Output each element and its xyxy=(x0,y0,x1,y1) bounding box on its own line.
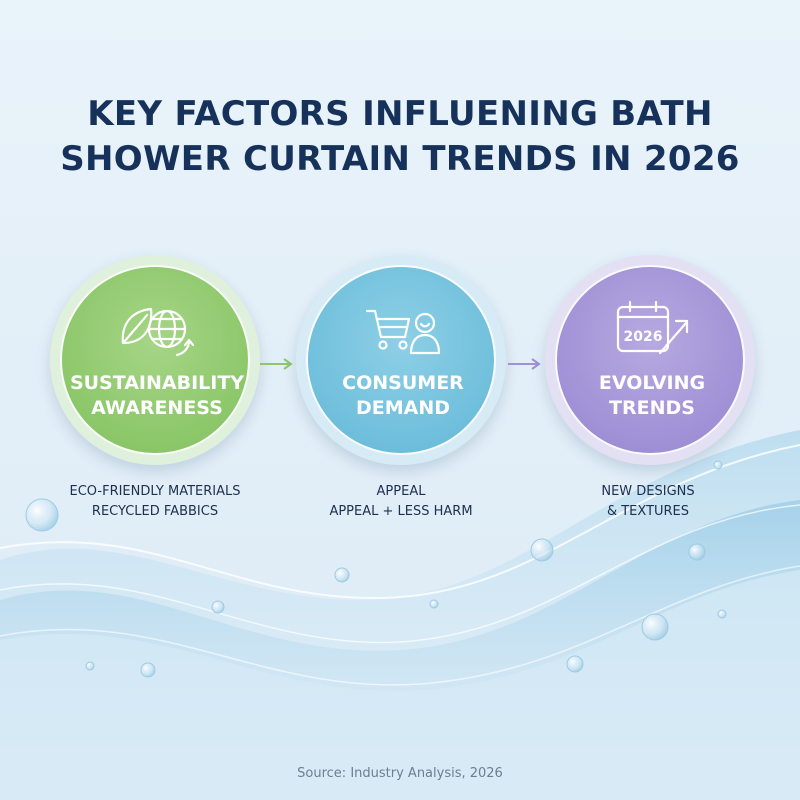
factor-evolving-trends-label: EVOLVING TRENDS xyxy=(598,372,706,419)
leaf-globe-recycle-icon xyxy=(121,307,195,357)
page-title: KEY FACTORS INFLUENING BATH SHOWER CURTA… xyxy=(0,92,800,182)
calendar-trend-icon: 2026 xyxy=(616,300,689,355)
factor-sustainability-disc: SUSTAINABILITY AWARENESS xyxy=(60,265,250,455)
title-line-2: SHOWER CURTAIN TRENDS IN 2026 xyxy=(60,139,740,179)
wave-front xyxy=(0,570,800,800)
factor-evolving-trends-description: NEW DESIGNS & TEXTURES xyxy=(601,484,695,519)
factor-consumer-demand-description: APPEAL APPEAL + LESS HARM xyxy=(329,484,473,519)
calendar-year: 2026 xyxy=(624,329,663,345)
title-line-1: KEY FACTORS INFLUENING BATH xyxy=(87,94,713,134)
factor-sustainability-description: ECO-FRIENDLY MATERIALS RECYCLED FABBICS xyxy=(69,484,241,519)
factor-consumer-demand-disc: CONSUMER DEMAND xyxy=(306,265,496,455)
arrow-right-icon xyxy=(508,358,541,370)
factor-consumer-demand: CONSUMER DEMAND xyxy=(296,255,506,465)
factor-consumer-demand-label: CONSUMER DEMAND xyxy=(342,372,464,419)
bubbles xyxy=(25,460,727,678)
arrow-right-icon xyxy=(260,358,293,370)
factor-sustainability: SUSTAINABILITY AWARENESS xyxy=(50,255,260,465)
factor-sustainability-label: SUSTAINABILITY AWARENESS xyxy=(69,372,245,419)
factor-evolving-trends: 2026 EVOLVING TRENDS xyxy=(545,255,755,465)
cart-person-icon xyxy=(365,309,441,355)
factor-evolving-trends-disc: 2026 EVOLVING TRENDS xyxy=(555,265,745,455)
source-note: Source: Industry Analysis, 2026 xyxy=(297,766,503,781)
